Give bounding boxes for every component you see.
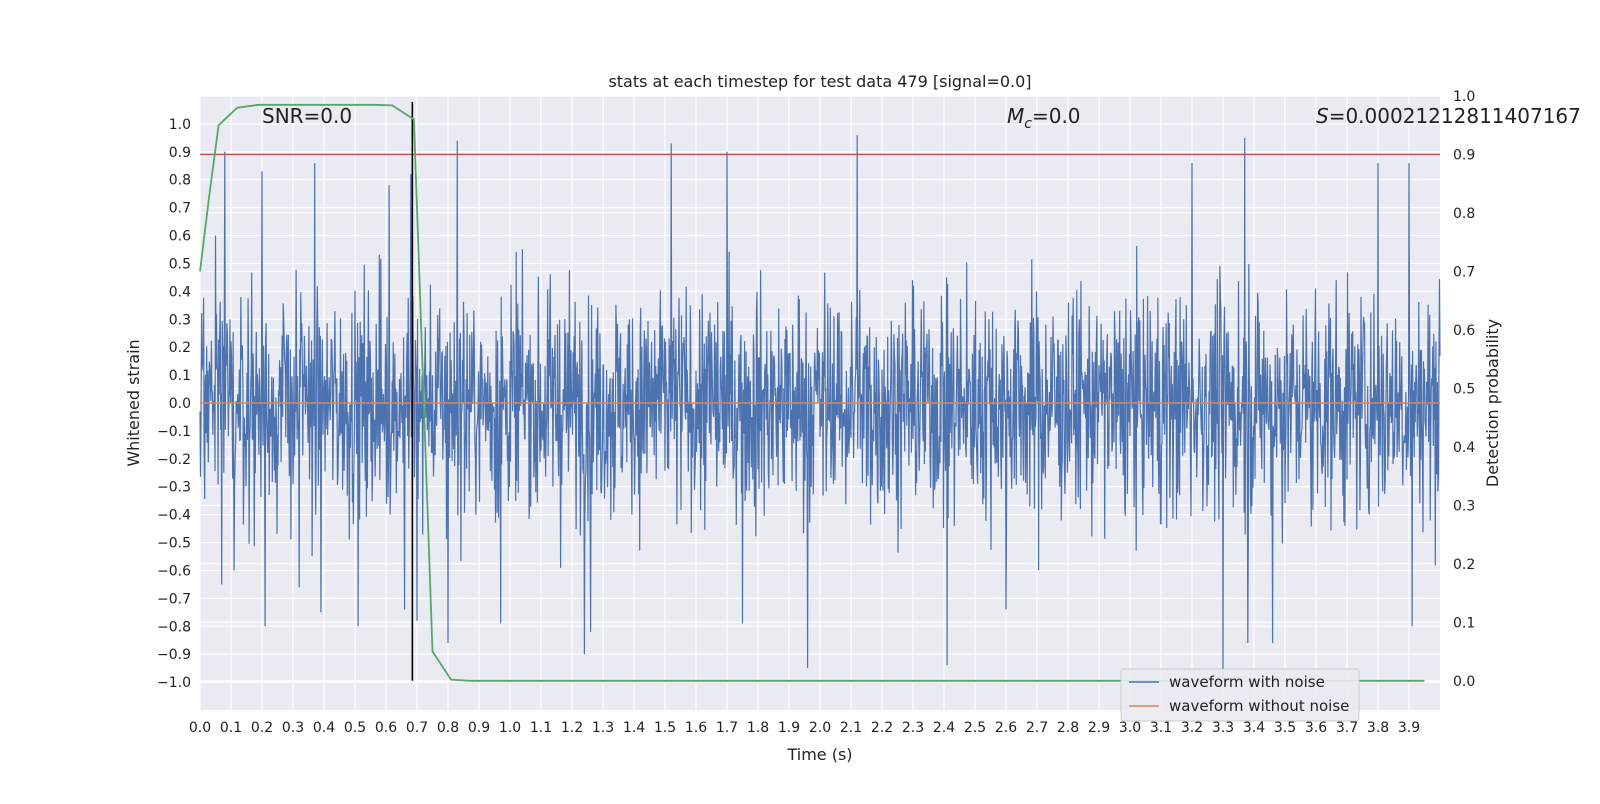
left-axis-label: Whitened strain [124,339,143,466]
left-tick-label: −0.6 [157,563,191,579]
x-tick-label: 0.6 [375,720,397,736]
noisy-waveform-series [199,135,1441,683]
x-tick-label: 0.8 [437,720,459,736]
left-tick-label: −1.0 [157,675,191,691]
x-tick-label: 2.4 [933,720,955,736]
x-tick-label: 3.8 [1367,720,1389,736]
left-tick-label: 0.8 [169,173,191,189]
x-tick-label: 1.2 [561,720,583,736]
noisy-waveform-line [199,135,1441,683]
x-tick-label: 1.6 [685,720,707,736]
left-tick-label: 0.4 [169,284,191,300]
chirp-mass-value: =0.0 [1032,104,1081,128]
x-tick-label: 2.2 [871,720,893,736]
x-tick-label: 0.9 [468,720,490,736]
x-tick-label: 2.3 [902,720,924,736]
right-tick-label: 1.0 [1453,89,1475,105]
s-annotation: S=0.00021212811407167 [1316,104,1581,128]
x-tick-label: 3.1 [1150,720,1172,736]
left-tick-label: −0.1 [157,424,191,440]
left-tick-label: 0.7 [169,201,191,217]
right-axis-label: Detection probability [1483,319,1502,487]
x-tick-label: 0.7 [406,720,428,736]
x-tick-label: 3.6 [1305,720,1327,736]
x-tick-label: 3.7 [1336,720,1358,736]
x-tick-label: 1.3 [592,720,614,736]
right-tick-label: 0.2 [1453,557,1475,573]
chirp-mass-symbol: M [1007,104,1024,128]
x-tick-label: 1.1 [530,720,552,736]
x-tick-label: 2.7 [1026,720,1048,736]
x-tick-label: 0.3 [282,720,304,736]
chirp-mass-annotation: Mc=0.0 [1007,104,1081,132]
x-tick-label: 3.0 [1119,720,1141,736]
right-tick-label: 0.6 [1453,323,1475,339]
x-tick-label: 3.2 [1181,720,1203,736]
s-value: =0.00021212811407167 [1329,104,1581,128]
x-axis-ticks: 0.0 0.1 0.2 0.3 0.4 0.5 0.6 0.7 0.8 0.9 1.0 1.1 1.2 1… [189,720,1420,736]
left-tick-label: −0.4 [157,508,191,524]
x-tick-label: 2.6 [995,720,1017,736]
x-tick-label: 1.8 [747,720,769,736]
left-tick-label: 0.1 [169,368,191,384]
chart-title: stats at each timestep for test data 479… [608,72,1031,91]
x-tick-label: 2.5 [964,720,986,736]
left-tick-label: 0.6 [169,229,191,245]
left-tick-label: 0.0 [169,396,191,412]
left-tick-label: 0.3 [169,312,191,328]
x-tick-label: 2.9 [1088,720,1110,736]
x-tick-label: 1.0 [499,720,521,736]
detection-probability-line [199,103,1425,682]
right-tick-label: 0.8 [1453,206,1475,222]
left-tick-label: 0.2 [169,340,191,356]
legend-label-noisy: waveform with noise [1169,673,1325,691]
x-tick-label: 3.4 [1243,720,1265,736]
legend: waveform with noise waveform without noi… [1120,668,1360,722]
x-tick-label: 2.8 [1057,720,1079,736]
x-tick-label: 3.3 [1212,720,1234,736]
x-tick-label: 1.5 [654,720,676,736]
x-tick-label: 1.9 [778,720,800,736]
right-tick-label: 0.1 [1453,615,1475,631]
x-tick-label: 0.1 [220,720,242,736]
right-axis-ticks: 1.0 0.9 0.8 0.7 0.6 0.5 0.4 0.3 0.2 0.1 0.0 [1453,89,1475,690]
left-tick-label: 0.5 [169,256,191,272]
right-tick-label: 0.0 [1453,674,1475,690]
left-tick-label: −0.2 [157,452,191,468]
left-tick-label: −0.8 [157,619,191,635]
x-tick-label: 1.4 [623,720,645,736]
legend-box [1120,668,1360,722]
left-tick-label: −0.3 [157,480,191,496]
x-tick-label: 3.9 [1398,720,1420,736]
left-tick-label: −0.9 [157,647,191,663]
x-tick-label: 0.0 [189,720,211,736]
legend-label-clean: waveform without noise [1169,697,1349,715]
chirp-mass-subscript: c [1024,116,1032,132]
left-tick-label: −0.7 [157,591,191,607]
x-tick-label: 1.7 [716,720,738,736]
x-tick-label: 2.1 [840,720,862,736]
x-tick-label: 0.5 [344,720,366,736]
right-tick-label: 0.4 [1453,440,1475,456]
snr-annotation: SNR=0.0 [262,104,352,128]
x-tick-label: 0.4 [313,720,335,736]
right-tick-label: 0.9 [1453,147,1475,163]
x-tick-label: 2.0 [809,720,831,736]
x-tick-label: 0.2 [251,720,273,736]
right-tick-label: 0.5 [1453,381,1475,397]
left-tick-label: −0.5 [157,536,191,552]
left-tick-label: 0.9 [169,145,191,161]
x-tick-label: 3.5 [1274,720,1296,736]
right-tick-label: 0.7 [1453,264,1475,280]
left-tick-label: 1.0 [169,117,191,133]
x-axis-label: Time (s) [786,745,852,764]
s-symbol: S [1316,104,1329,128]
left-axis-ticks: 1.0 0.9 0.8 0.7 0.6 0.5 0.4 0.3 0.2 0.1 0.0 −0.1 −0.… [157,117,191,691]
right-tick-label: 0.3 [1453,498,1475,514]
